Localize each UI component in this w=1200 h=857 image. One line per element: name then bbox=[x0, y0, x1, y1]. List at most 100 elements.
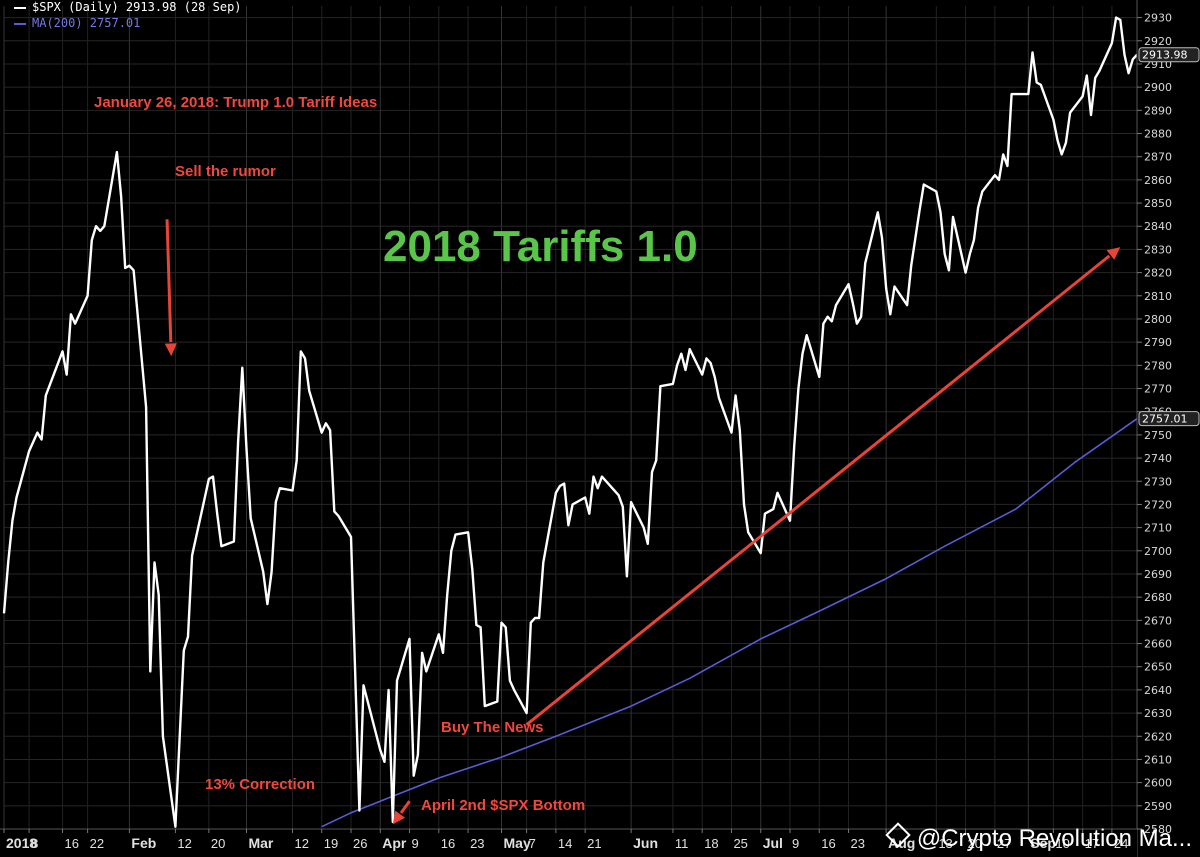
x-tick-label: 25 bbox=[733, 836, 747, 851]
y-tick-label: 2720 bbox=[1144, 498, 1172, 511]
x-tick-label: 10 bbox=[1055, 836, 1069, 851]
x-tick-label: Apr bbox=[382, 835, 407, 851]
buy-arrow-head bbox=[1106, 247, 1121, 260]
x-tick-label: Jun bbox=[633, 835, 658, 851]
y-tick-label: 2610 bbox=[1144, 753, 1172, 766]
x-tick-label: 9 bbox=[412, 836, 419, 851]
x-tick-label: 12 bbox=[294, 836, 308, 851]
x-tick-label: 8 bbox=[31, 836, 38, 851]
bottom-arrow-head bbox=[392, 810, 406, 825]
y-tick-label: 2830 bbox=[1144, 243, 1172, 256]
x-tick-label: Feb bbox=[131, 835, 156, 851]
legend-spx: $SPX (Daily) 2913.98 (28 Sep) bbox=[14, 0, 242, 14]
annotation-april-bottom: April 2nd $SPX Bottom bbox=[421, 797, 586, 814]
y-tick-label: 2590 bbox=[1144, 800, 1172, 813]
y-tick-label: 2930 bbox=[1144, 12, 1172, 25]
y-tick-label: 2780 bbox=[1144, 359, 1172, 372]
y-tick-label: 2800 bbox=[1144, 313, 1172, 326]
sell-arrow-shaft bbox=[165, 219, 173, 343]
legend-spx-swatch bbox=[14, 6, 26, 9]
y-tick-label: 2810 bbox=[1144, 290, 1172, 303]
x-tick-label: 26 bbox=[353, 836, 367, 851]
x-tick-label: May bbox=[504, 835, 531, 851]
annotation-arrows bbox=[164, 219, 1121, 825]
y-tick-label: 2890 bbox=[1144, 104, 1172, 117]
annotation-trump-tariff-ideas: January 26, 2018: Trump 1.0 Tariff Ideas bbox=[94, 94, 378, 111]
diamond-logo-icon bbox=[885, 822, 911, 848]
annotation-2018-tariffs: 2018 Tariffs 1.0 bbox=[383, 222, 698, 271]
x-tick-label: 16 bbox=[65, 836, 79, 851]
y-tick-label: 2670 bbox=[1144, 614, 1172, 627]
x-tick-label: Aug bbox=[888, 835, 915, 851]
x-tick-label: 12 bbox=[177, 836, 191, 851]
x-tick-label: Mar bbox=[248, 835, 273, 851]
x-tick-label: 16 bbox=[821, 836, 835, 851]
x-tick-label: 23 bbox=[851, 836, 865, 851]
watermark: @Crypto Revolution Ma... bbox=[885, 822, 1192, 853]
y-tick-label: 2620 bbox=[1144, 730, 1172, 743]
bottom-arrow-shaft bbox=[399, 800, 411, 814]
x-tick-label: 20 bbox=[211, 836, 225, 851]
y-tick-label: 2680 bbox=[1144, 591, 1172, 604]
x-tick-label: 16 bbox=[441, 836, 455, 851]
sell-arrow-head bbox=[164, 343, 177, 357]
x-tick-label: 19 bbox=[324, 836, 338, 851]
x-tick-label: 22 bbox=[90, 836, 104, 851]
x-axis-panel bbox=[0, 829, 1137, 857]
y-axis-panel bbox=[1137, 0, 1200, 857]
y-tick-label: 2850 bbox=[1144, 197, 1172, 210]
y-tick-label: 2900 bbox=[1144, 81, 1172, 94]
x-tick-label: 14 bbox=[558, 836, 572, 851]
last-value-box bbox=[1138, 47, 1200, 63]
x-tick-label: 2018 bbox=[6, 835, 37, 851]
y-tick-label: 2750 bbox=[1144, 429, 1172, 442]
y-tick-label: 2860 bbox=[1144, 174, 1172, 187]
y-tick-label: 2660 bbox=[1144, 638, 1172, 651]
x-tick-label: 13 bbox=[938, 836, 952, 851]
y-tick-label: 2790 bbox=[1144, 336, 1172, 349]
x-tick-label: Sep bbox=[1030, 835, 1056, 851]
ma200-line bbox=[321, 418, 1138, 828]
y-tick-label: 2820 bbox=[1144, 267, 1172, 280]
y-tick-label: 2920 bbox=[1144, 35, 1172, 48]
y-tick-label: 2730 bbox=[1144, 475, 1172, 488]
legend-spx-label: $SPX (Daily) 2913.98 (28 Sep) bbox=[32, 0, 242, 14]
x-tick-label: 21 bbox=[587, 836, 601, 851]
x-tick-label: 11 bbox=[675, 836, 689, 851]
x-tick-label: 24 bbox=[1114, 836, 1128, 851]
last-value-label: 2757.01 bbox=[1142, 413, 1188, 426]
x-tick-label: 20 bbox=[968, 836, 982, 851]
y-tick-label: 2640 bbox=[1144, 684, 1172, 697]
y-tick-label: 2690 bbox=[1144, 568, 1172, 581]
legend-ma200-label: MA(200) 2757.01 bbox=[32, 16, 141, 30]
buy-arrow-shaft bbox=[525, 254, 1111, 726]
y-axis: 2580 2590 2600 2610 2620 2630 2640 2650 2660 2670… bbox=[1136, 0, 1200, 857]
annotation-13-correction: 13% Correction bbox=[205, 776, 316, 793]
x-tick-label: 27 bbox=[997, 836, 1011, 851]
y-tick-label: 2770 bbox=[1144, 383, 1172, 396]
last-value-label: 2913.98 bbox=[1142, 49, 1188, 62]
x-tick-label: 23 bbox=[470, 836, 484, 851]
annotation-sell-the-rumor: Sell the rumor bbox=[175, 163, 276, 180]
legend-ma200-swatch bbox=[14, 22, 26, 25]
x-tick-label: Jul bbox=[763, 835, 783, 851]
x-tick-label: 17 bbox=[1085, 836, 1099, 851]
ma200-line-layer bbox=[321, 418, 1138, 828]
annotation-buy-the-news: Buy The News bbox=[441, 719, 544, 736]
y-tick-label: 2600 bbox=[1144, 777, 1172, 790]
y-tick-label: 2580 bbox=[1144, 823, 1172, 836]
y-tick-label: 2700 bbox=[1144, 545, 1172, 558]
y-tick-label: 2740 bbox=[1144, 452, 1172, 465]
grid-lines bbox=[3, 6, 1137, 830]
y-tick-label: 2840 bbox=[1144, 220, 1172, 233]
watermark-text: @Crypto Revolution Ma... bbox=[916, 825, 1192, 852]
spx-price-line-layer bbox=[2, 16, 1138, 828]
y-tick-label: 2880 bbox=[1144, 128, 1172, 141]
y-tick-label: 2630 bbox=[1144, 707, 1172, 720]
last-value-box bbox=[1138, 411, 1200, 427]
x-tick-label: 9 bbox=[792, 836, 799, 851]
y-tick-label: 2870 bbox=[1144, 151, 1172, 164]
legend-ma200: MA(200) 2757.01 bbox=[14, 16, 140, 30]
